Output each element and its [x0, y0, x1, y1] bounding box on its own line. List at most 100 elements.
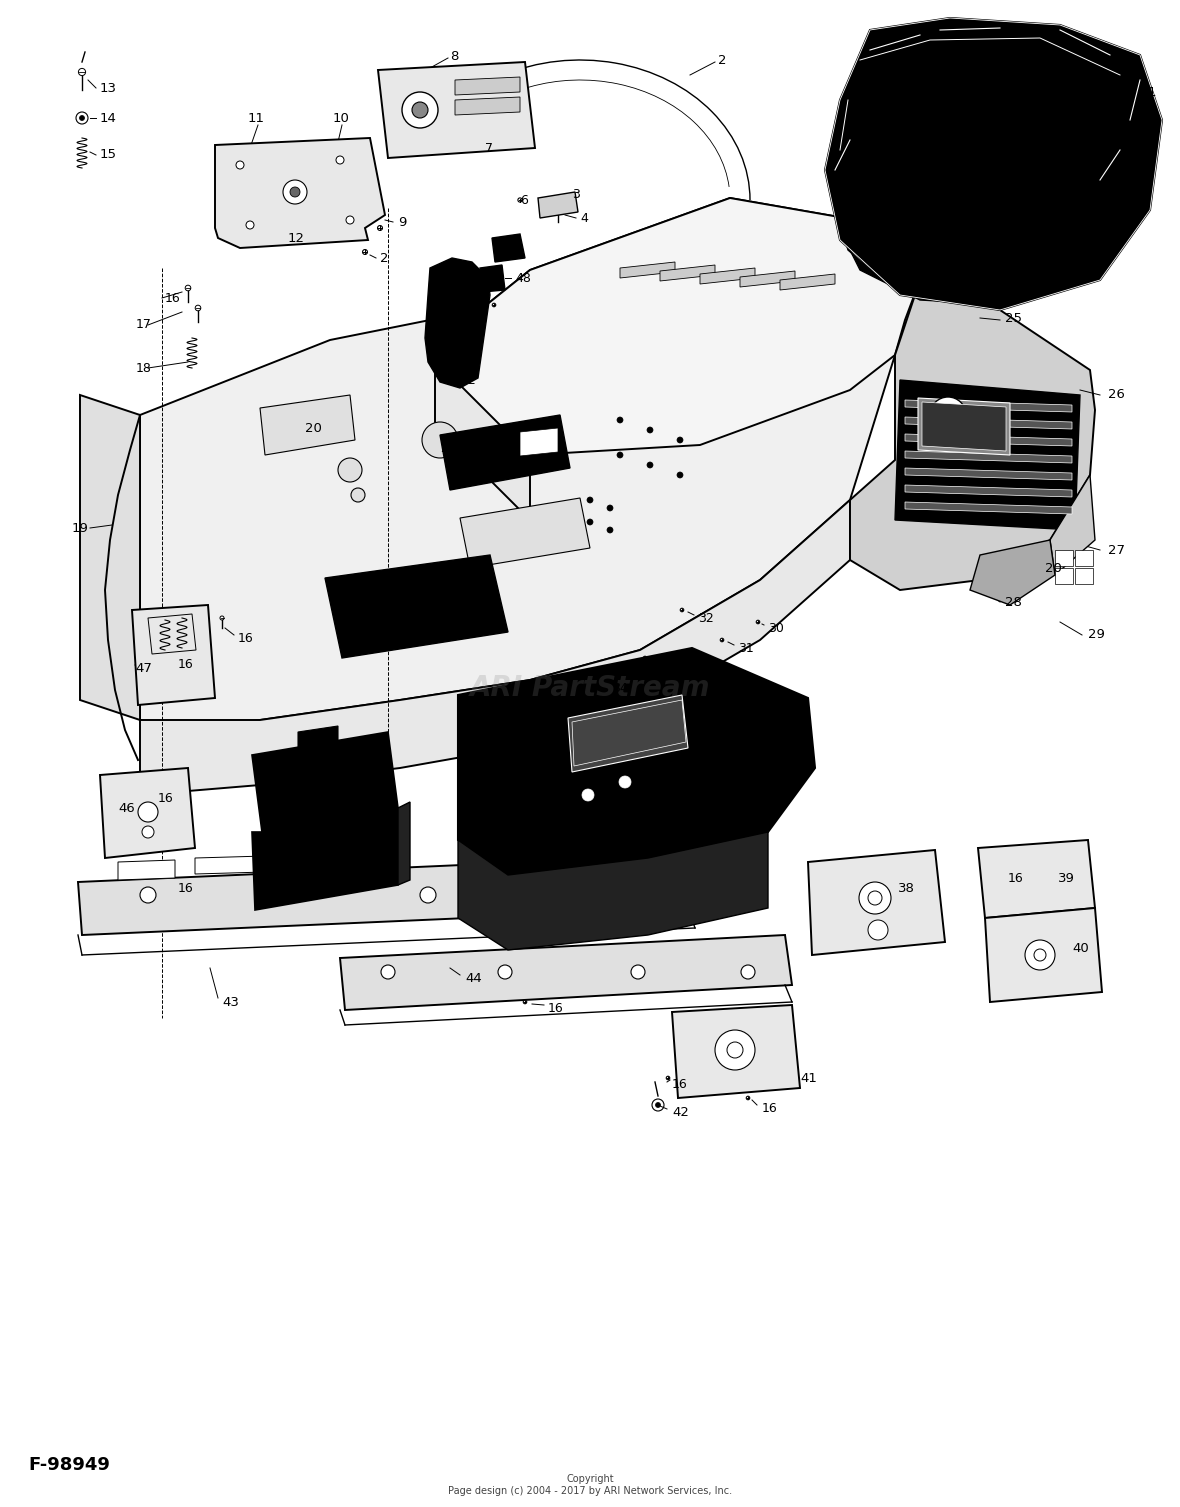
Text: 36: 36	[468, 802, 484, 814]
Polygon shape	[435, 197, 920, 455]
Polygon shape	[253, 808, 398, 910]
Text: 42: 42	[671, 1106, 689, 1118]
Polygon shape	[140, 197, 894, 729]
Circle shape	[160, 627, 164, 630]
Text: 23: 23	[480, 442, 496, 455]
Polygon shape	[905, 502, 1071, 514]
Text: 16: 16	[158, 791, 173, 805]
Text: 34: 34	[612, 681, 628, 695]
Polygon shape	[740, 271, 795, 286]
Polygon shape	[340, 934, 792, 1010]
Text: 29: 29	[1088, 628, 1104, 642]
Text: F-98949: F-98949	[28, 1456, 110, 1474]
Polygon shape	[378, 62, 535, 158]
Circle shape	[667, 1076, 670, 1079]
Circle shape	[715, 1029, 755, 1070]
Polygon shape	[922, 402, 1007, 451]
Circle shape	[138, 802, 158, 821]
Polygon shape	[455, 77, 520, 95]
Polygon shape	[324, 555, 509, 659]
Circle shape	[586, 497, 594, 503]
Circle shape	[422, 422, 458, 458]
Polygon shape	[1075, 550, 1093, 567]
Circle shape	[560, 888, 576, 903]
Circle shape	[656, 1103, 661, 1108]
Text: 39: 39	[1058, 871, 1075, 885]
Polygon shape	[398, 802, 409, 885]
Text: 47: 47	[135, 662, 152, 675]
Circle shape	[378, 205, 382, 211]
Polygon shape	[440, 414, 570, 490]
Circle shape	[746, 1096, 749, 1100]
Circle shape	[720, 639, 723, 642]
Circle shape	[158, 796, 162, 800]
Circle shape	[219, 616, 224, 619]
Text: 27: 27	[1108, 544, 1125, 556]
Text: 43: 43	[222, 996, 238, 1008]
Text: 2: 2	[717, 54, 727, 66]
Circle shape	[727, 1041, 743, 1058]
Polygon shape	[100, 769, 195, 857]
Polygon shape	[260, 395, 355, 455]
Circle shape	[76, 112, 88, 124]
Circle shape	[402, 92, 438, 128]
Text: 16: 16	[548, 1002, 564, 1014]
Polygon shape	[80, 395, 140, 720]
Text: 15: 15	[100, 149, 117, 161]
Text: 6: 6	[520, 193, 527, 206]
Text: 40: 40	[1071, 942, 1089, 954]
Circle shape	[617, 452, 623, 458]
Text: 38: 38	[898, 882, 914, 895]
Polygon shape	[140, 500, 850, 796]
Circle shape	[930, 396, 966, 433]
Polygon shape	[492, 234, 525, 262]
Polygon shape	[905, 451, 1071, 463]
Circle shape	[78, 68, 86, 75]
Circle shape	[523, 1001, 526, 1004]
Circle shape	[140, 888, 156, 903]
Polygon shape	[985, 909, 1102, 1002]
Polygon shape	[299, 726, 337, 747]
Polygon shape	[905, 399, 1071, 411]
Text: 16: 16	[671, 1079, 688, 1091]
Text: 31: 31	[548, 755, 564, 769]
Circle shape	[643, 656, 647, 660]
Text: 24: 24	[388, 601, 405, 615]
Text: 8: 8	[450, 50, 458, 62]
Text: 11: 11	[248, 112, 266, 125]
Circle shape	[868, 919, 889, 940]
Circle shape	[412, 102, 428, 118]
Circle shape	[290, 187, 300, 197]
Circle shape	[142, 826, 155, 838]
Polygon shape	[671, 1005, 800, 1099]
Text: 26: 26	[1108, 389, 1125, 401]
Circle shape	[620, 776, 631, 788]
Text: ARI PartStream: ARI PartStream	[470, 674, 710, 702]
Circle shape	[680, 609, 683, 612]
Circle shape	[184, 659, 188, 662]
Polygon shape	[520, 428, 558, 457]
Circle shape	[1025, 940, 1055, 971]
Polygon shape	[1050, 475, 1095, 576]
Polygon shape	[215, 139, 385, 249]
Polygon shape	[620, 262, 675, 277]
Polygon shape	[1055, 568, 1073, 585]
Text: 10: 10	[333, 112, 350, 125]
Polygon shape	[780, 274, 835, 289]
Polygon shape	[78, 854, 695, 934]
Circle shape	[153, 886, 157, 889]
Text: 20: 20	[304, 422, 322, 434]
Circle shape	[245, 222, 254, 229]
Polygon shape	[455, 96, 520, 115]
Polygon shape	[845, 170, 1145, 304]
Text: 9: 9	[398, 216, 406, 229]
Polygon shape	[435, 360, 530, 520]
Circle shape	[647, 463, 653, 469]
Polygon shape	[538, 191, 578, 219]
Polygon shape	[132, 604, 215, 705]
Text: 14: 14	[100, 112, 117, 125]
Text: 16: 16	[1008, 871, 1024, 885]
Text: 44: 44	[465, 972, 481, 984]
Polygon shape	[1055, 550, 1073, 567]
Polygon shape	[425, 258, 490, 387]
